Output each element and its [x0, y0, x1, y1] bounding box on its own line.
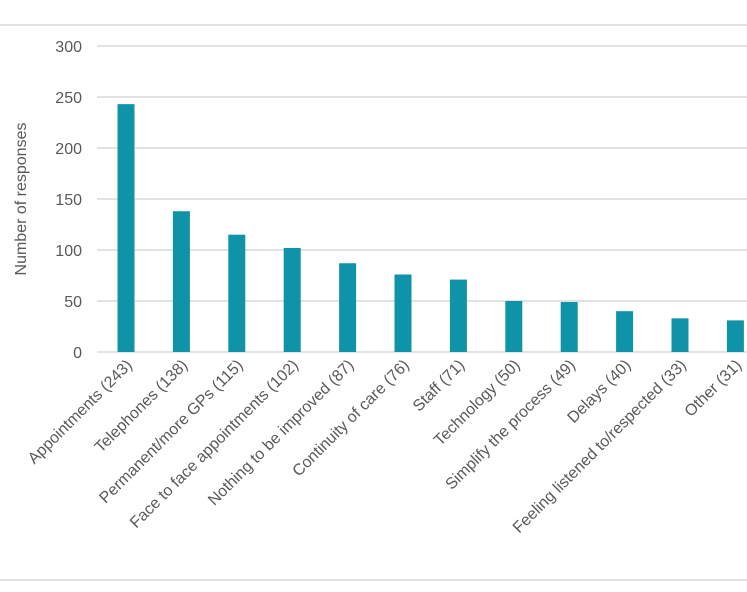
x-tick-label: Appointments (243) — [25, 357, 136, 468]
y-tick-label: 0 — [73, 345, 82, 362]
y-tick-label: 100 — [55, 243, 82, 260]
bar — [283, 247, 301, 352]
x-tick-label: Staff (71) — [410, 357, 468, 415]
bar — [339, 263, 357, 352]
bar — [394, 274, 412, 352]
bar — [172, 211, 190, 352]
y-tick-label: 200 — [55, 141, 82, 158]
y-tick-label: 300 — [55, 39, 82, 56]
bar — [671, 318, 689, 352]
y-tick-label: 50 — [64, 294, 82, 311]
bar — [505, 301, 523, 352]
bar — [228, 234, 246, 352]
bar — [726, 320, 744, 352]
bar — [449, 279, 467, 352]
bar — [117, 104, 135, 352]
x-tick-label: Other (31) — [682, 357, 746, 421]
bar — [560, 302, 578, 352]
y-axis-label: Number of responses — [13, 123, 30, 276]
x-tick-label: Telephones (138) — [92, 357, 191, 456]
x-tick-label: Continuity of care (76) — [290, 357, 413, 480]
bar — [616, 311, 634, 352]
y-tick-label: 150 — [55, 192, 82, 209]
y-tick-label: 250 — [55, 90, 82, 107]
